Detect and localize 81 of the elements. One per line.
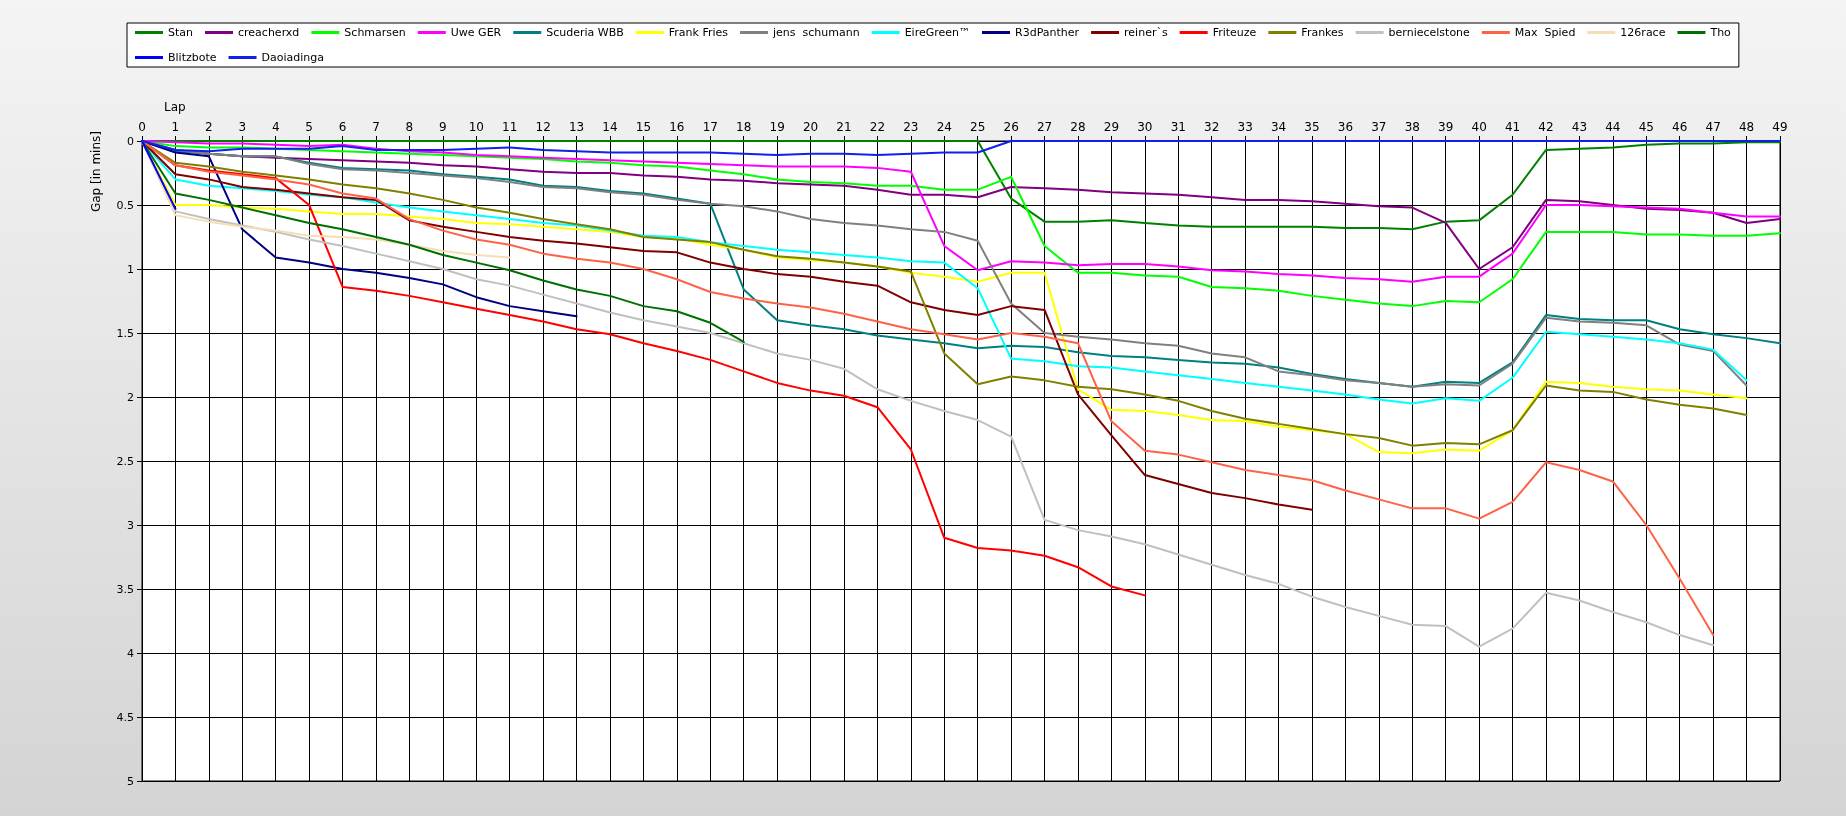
x-tick-label: 18 bbox=[736, 120, 752, 134]
legend-label: jens schumann bbox=[772, 26, 860, 39]
y-tick-label: 3 bbox=[127, 518, 134, 532]
x-tick-label: 36 bbox=[1337, 120, 1354, 134]
x-tick-label: 1 bbox=[171, 120, 180, 134]
x-tick-label: 3 bbox=[238, 120, 247, 134]
legend-label: EireGreen™ bbox=[904, 26, 971, 39]
x-tick-label: 41 bbox=[1504, 120, 1521, 134]
x-tick-label: 31 bbox=[1170, 120, 1186, 134]
x-tick-label: 23 bbox=[903, 120, 919, 134]
x-tick-label: 2 bbox=[205, 120, 213, 134]
x-tick-label: 19 bbox=[769, 120, 785, 134]
x-tick-label: 30 bbox=[1137, 120, 1153, 134]
x-tick-label: 49 bbox=[1772, 120, 1788, 134]
x-tick-label: 0 bbox=[138, 120, 146, 134]
y-tick-label: 0.5 bbox=[116, 198, 134, 212]
x-tick-label: 33 bbox=[1237, 120, 1253, 134]
x-tick-label: 7 bbox=[372, 120, 380, 134]
legend-label: Scuderia WBB bbox=[546, 26, 624, 39]
x-tick-label: 10 bbox=[468, 120, 484, 134]
x-tick-label: 11 bbox=[502, 120, 518, 134]
x-tick-label: 29 bbox=[1103, 120, 1120, 134]
x-tick-label: 21 bbox=[836, 120, 852, 134]
y-tick-label: 1.5 bbox=[116, 326, 134, 340]
x-tick-label: 17 bbox=[702, 120, 718, 134]
y-tick-label: 4 bbox=[127, 646, 134, 660]
x-tick-label: 34 bbox=[1270, 120, 1287, 134]
x-tick-label: 28 bbox=[1070, 120, 1086, 134]
legend-label: berniecelstone bbox=[1388, 26, 1471, 39]
legend-label: Schmarsen bbox=[344, 26, 406, 39]
x-tick-label: 5 bbox=[305, 120, 313, 134]
x-tick-label: 22 bbox=[869, 120, 886, 134]
legend-label: Tho bbox=[1709, 26, 1732, 39]
legend-label: creacherxd bbox=[238, 26, 300, 39]
x-tick-label: 14 bbox=[602, 120, 618, 134]
x-tick-label: 43 bbox=[1571, 120, 1588, 134]
x-tick-label: 35 bbox=[1304, 120, 1320, 134]
y-tick-label: 5 bbox=[127, 774, 134, 788]
x-tick-label: 25 bbox=[970, 120, 986, 134]
x-tick-label: 9 bbox=[439, 120, 447, 134]
y-tick-label: 2 bbox=[127, 390, 134, 404]
legend-label: Friteuze bbox=[1212, 26, 1257, 39]
y-tick-label: 0 bbox=[127, 134, 134, 148]
x-tick-label: 16 bbox=[669, 120, 685, 134]
x-tick-label: 20 bbox=[802, 120, 819, 134]
x-tick-label: 45 bbox=[1638, 120, 1654, 134]
x-tick-label: 38 bbox=[1404, 120, 1420, 134]
x-tick-label: 13 bbox=[568, 120, 585, 134]
legend-label: Daoiadinga bbox=[261, 51, 325, 64]
legend-label: R3dPanther bbox=[1015, 26, 1080, 39]
x-tick-label: 8 bbox=[405, 120, 414, 134]
x-tick-label: 32 bbox=[1204, 120, 1220, 134]
x-tick-label: 26 bbox=[1003, 120, 1019, 134]
x-tick-label: 42 bbox=[1538, 120, 1554, 134]
x-tick-label: 46 bbox=[1672, 120, 1688, 134]
x-tick-label: 6 bbox=[338, 120, 347, 134]
legend-label: Stan bbox=[168, 26, 194, 39]
x-tick-label: 15 bbox=[635, 120, 652, 134]
legend-label: Uwe GER bbox=[450, 26, 502, 39]
x-tick-label: 47 bbox=[1705, 120, 1721, 134]
y-tick-label: 3.5 bbox=[116, 582, 134, 596]
x-tick-label: 12 bbox=[535, 120, 551, 134]
legend-label: Blitzbote bbox=[168, 51, 217, 64]
legend-label: reiner`s bbox=[1124, 26, 1168, 39]
legend-label: Frankes bbox=[1301, 26, 1344, 39]
x-tick-label: 48 bbox=[1738, 120, 1755, 134]
y-tick-label: 1 bbox=[127, 262, 134, 276]
x-tick-label: 40 bbox=[1471, 120, 1487, 134]
legend-label: 126race bbox=[1620, 26, 1666, 39]
x-axis-title: Lap bbox=[164, 100, 186, 114]
x-tick-label: 27 bbox=[1036, 120, 1053, 134]
x-tick-label: 37 bbox=[1371, 120, 1387, 134]
x-tick-label: 39 bbox=[1438, 120, 1454, 134]
x-tick-label: 4 bbox=[271, 120, 280, 134]
y-axis-title: Gap [in mins] bbox=[89, 131, 103, 213]
x-tick-label: 44 bbox=[1605, 120, 1621, 134]
legend-label: Max Spied bbox=[1514, 26, 1576, 39]
legend-label: Frank Fries bbox=[668, 26, 729, 39]
x-tick-label: 24 bbox=[936, 120, 952, 134]
y-tick-label: 4.5 bbox=[116, 710, 134, 724]
y-tick-label: 2.5 bbox=[116, 454, 134, 468]
